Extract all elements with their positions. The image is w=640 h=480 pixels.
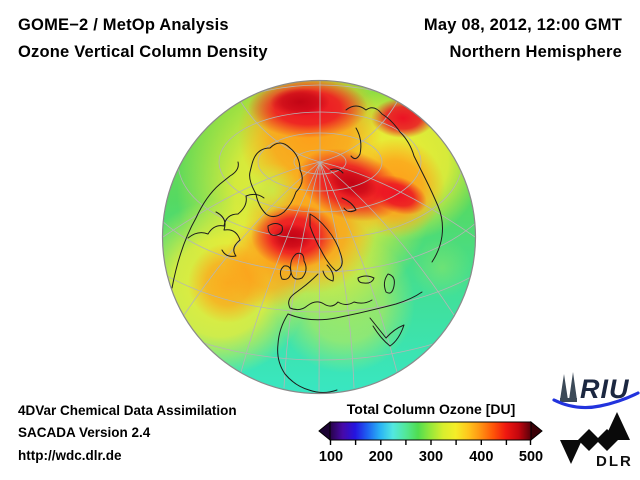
version-label: SACADA Version 2.4 [18, 425, 151, 440]
colorbar-ticks [329, 440, 532, 445]
coast-iceland [267, 223, 283, 236]
coast-baltic [322, 264, 334, 282]
cathedral-icon [560, 372, 577, 402]
dlr-logo: DLR [556, 408, 638, 472]
globe-outline [161, 79, 477, 395]
riu-logo: RIU [552, 368, 640, 410]
coast-caspian-sea [383, 273, 395, 294]
colorbar: Total Column Ozone [DU] 100 200 300 400 [315, 398, 557, 470]
datetime-label: May 08, 2012, 12:00 GMT [423, 16, 622, 34]
coast-ireland [279, 265, 292, 280]
ozone-globe-map [160, 78, 480, 398]
coast-novaya-zemlya [350, 127, 362, 160]
coast-britain [290, 252, 307, 280]
coast-west-africa [277, 313, 338, 393]
dlr-logo-svg: DLR [560, 412, 633, 470]
colorbar-svg: Total Column Ozone [DU] 100 200 300 400 [318, 401, 543, 465]
tick-label-400: 400 [469, 449, 493, 465]
coast-red-sea-arabia [369, 317, 405, 347]
tick-label-200: 200 [369, 449, 393, 465]
coast-svalbard [329, 168, 344, 174]
coast-europe-mediterranean [288, 273, 373, 311]
coastlines [171, 105, 443, 393]
tick-label-100: 100 [319, 449, 343, 465]
coast-hudson-bay [215, 211, 241, 257]
assimilation-label: 4DVar Chemical Data Assimilation [18, 403, 237, 418]
tick-label-300: 300 [419, 449, 443, 465]
colorbar-right-arrow [530, 420, 543, 442]
coast-white-sea [341, 197, 357, 213]
dlr-emblem-icon [560, 412, 630, 464]
coast-black-sea [357, 275, 375, 284]
coast-siberia [345, 105, 443, 263]
region-label: Northern Hemisphere [449, 43, 622, 61]
colorbar-title: Total Column Ozone [DU] [347, 401, 516, 417]
coast-canada-arctic [187, 193, 265, 239]
coast-north-america [171, 161, 239, 289]
colorbar-gradient-bar [329, 421, 532, 441]
product-title-line1: GOME−2 / MetOp Analysis [18, 16, 229, 34]
wdc-url-label: http://wdc.dlr.de [18, 448, 122, 463]
coast-greenland [249, 142, 303, 218]
product-title-line2: Ozone Vertical Column Density [18, 43, 268, 61]
globe-svg [161, 79, 477, 395]
dlr-logo-text: DLR [596, 453, 633, 470]
colorbar-tick-labels: 100 200 300 400 500 [319, 449, 543, 465]
tick-label-500: 500 [519, 449, 543, 465]
coast-north-africa [287, 291, 423, 321]
rhine-wave-icon [552, 391, 640, 410]
coast-scandinavia [309, 213, 343, 272]
colorbar-left-arrow [318, 420, 331, 442]
riu-logo-svg: RIU [552, 372, 640, 410]
